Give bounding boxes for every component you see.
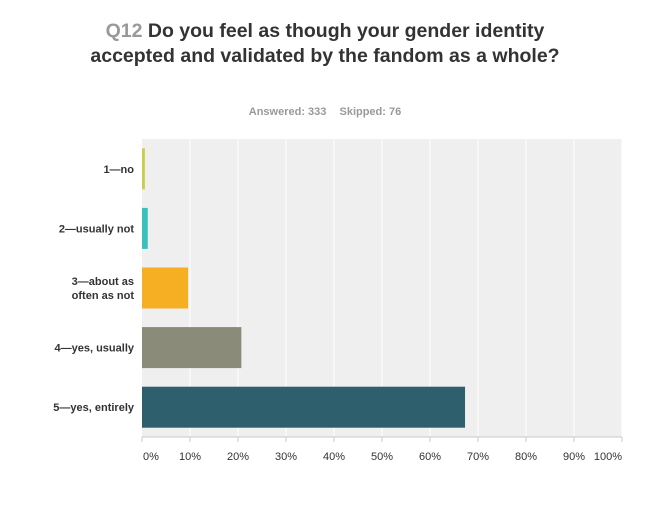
bar: [142, 267, 189, 309]
category-label: 5—yes, entirely: [53, 402, 135, 414]
question-text: Do you feel as though your gender identi…: [90, 20, 560, 67]
x-tick-label: 90%: [563, 451, 585, 463]
x-tick-label: 0%: [143, 451, 159, 463]
x-tick-label: 80%: [515, 451, 537, 463]
x-tick-label: 10%: [179, 451, 201, 463]
answered-count: Answered: 333: [248, 106, 327, 118]
x-tick-label: 60%: [419, 451, 441, 463]
x-tick-label: 40%: [323, 451, 345, 463]
bar: [142, 148, 145, 190]
x-tick-label: 100%: [594, 451, 622, 463]
skipped-count: Skipped: 76: [339, 106, 402, 118]
category-label: 4—yes, usually: [55, 343, 135, 355]
x-tick-label: 50%: [371, 451, 393, 463]
x-tick-label: 30%: [275, 451, 297, 463]
bar: [142, 207, 148, 249]
response-stats: Answered: 333 Skipped: 76: [75, 106, 575, 118]
category-label: 3—about as: [72, 276, 134, 288]
question-number: Q12: [105, 20, 143, 42]
bar: [142, 386, 466, 428]
chart-title: Q12 Do you feel as though your gender id…: [75, 19, 575, 69]
bar: [142, 327, 242, 369]
category-label: often as not: [72, 290, 135, 302]
category-label: 2—usually not: [59, 223, 135, 235]
x-tick-label: 70%: [467, 451, 489, 463]
category-label: 1—no: [103, 164, 134, 176]
x-tick-label: 20%: [227, 451, 249, 463]
